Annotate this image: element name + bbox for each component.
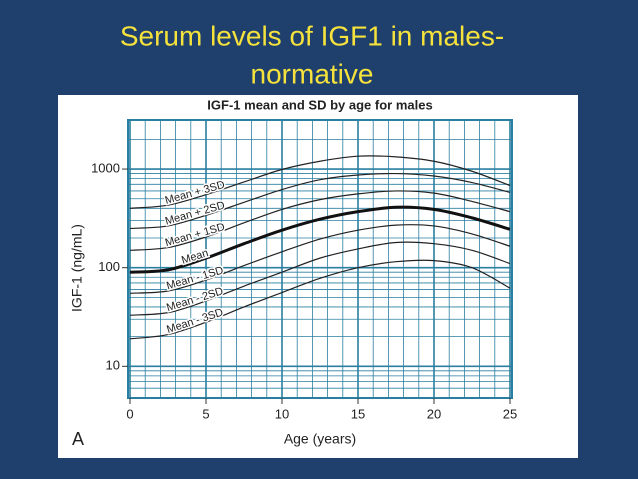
x-tick-label: 15 [351, 406, 365, 421]
series-line [129, 259, 511, 340]
series-line [129, 224, 511, 294]
y-tick-label: 1000 [91, 160, 120, 175]
series-line [129, 172, 511, 230]
plot-frame [127, 119, 513, 399]
x-tick-label: 25 [503, 406, 517, 421]
series-line [129, 205, 511, 274]
series-line [129, 241, 511, 316]
slide-title-line: Serum levels of IGF1 in males- [120, 20, 504, 51]
chart-panel [58, 95, 578, 458]
x-axis-label: Age (years) [284, 431, 356, 447]
x-tick-label: 20 [427, 406, 441, 421]
x-tick-label: 10 [275, 406, 289, 421]
panel-label: A [72, 429, 84, 449]
series-line [129, 155, 511, 209]
x-tick-label: 0 [126, 406, 133, 421]
slide-title-line: normative [251, 58, 374, 89]
x-tick-label: 5 [202, 406, 209, 421]
y-tick-label: 10 [106, 358, 120, 373]
series-line [129, 190, 511, 251]
y-axis-label: IGF-1 (ng/mL) [69, 224, 85, 312]
chart-title: IGF-1 mean and SD by age for males [207, 97, 432, 112]
y-tick-label: 100 [98, 259, 120, 274]
